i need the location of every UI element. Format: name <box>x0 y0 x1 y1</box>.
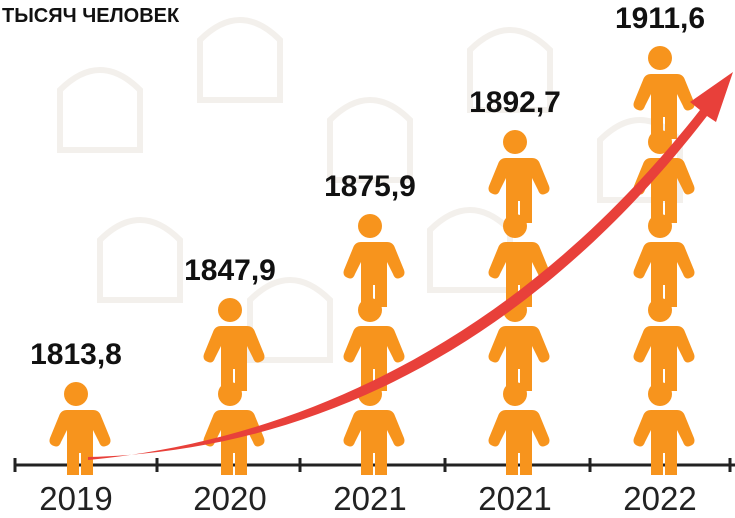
icon-body <box>633 410 695 475</box>
x-tick-label: 2020 <box>193 480 266 517</box>
icon-body <box>343 410 405 475</box>
x-tick-label: 2022 <box>623 480 696 517</box>
icon-head <box>503 130 527 154</box>
icon-body <box>488 242 550 307</box>
icon-body <box>203 410 265 475</box>
icon-body <box>633 242 695 307</box>
background-pattern <box>57 17 683 363</box>
icon-body <box>49 410 111 475</box>
icon-stack <box>49 382 111 475</box>
icon-body <box>488 158 550 223</box>
icon-stack <box>633 46 695 475</box>
x-tick-label: 2019 <box>39 480 112 517</box>
x-tick-label: 2021 <box>478 480 551 517</box>
chart-title: ТЫСЯЧ ЧЕЛОВЕК <box>2 5 180 27</box>
x-tick-label: 2021 <box>333 480 406 517</box>
value-label: 1875,9 <box>324 170 416 203</box>
icon-body <box>343 242 405 307</box>
icon-body <box>203 326 265 391</box>
icon-body <box>343 326 405 391</box>
value-label: 1847,9 <box>184 254 276 287</box>
icon-body <box>488 410 550 475</box>
value-label: 1892,7 <box>469 86 561 119</box>
icon-body <box>488 326 550 391</box>
plot: 1813,8 2019 1847,9 2020 1875,9 2021 1892,7 2021… <box>13 2 733 517</box>
icon-body <box>633 74 695 139</box>
icon-body <box>633 326 695 391</box>
icon-stack <box>203 298 265 475</box>
icon-head <box>648 46 672 70</box>
value-label: 1911,6 <box>615 2 705 35</box>
icon-head <box>358 214 382 238</box>
icon-stack <box>343 214 405 475</box>
icon-head <box>64 382 88 406</box>
value-label: 1813,8 <box>30 338 122 371</box>
icon-head <box>218 298 242 322</box>
